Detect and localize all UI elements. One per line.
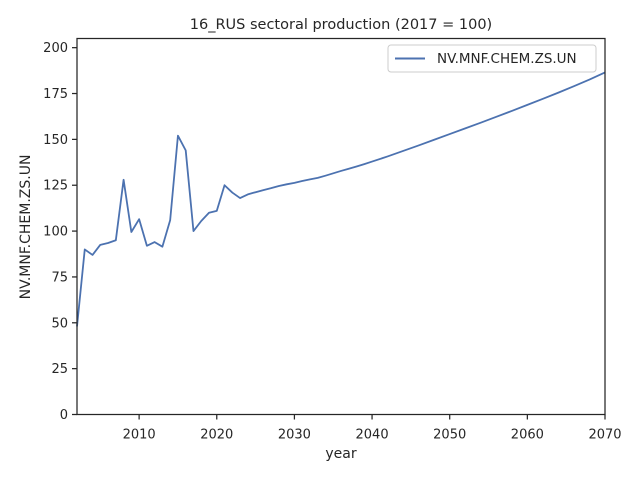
x-tick-label: 2060 xyxy=(511,428,544,443)
y-tick-label: 75 xyxy=(51,270,68,285)
series-line-0 xyxy=(76,71,606,327)
y-tick-label: 100 xyxy=(43,225,68,240)
x-tick-label: 2040 xyxy=(356,428,389,443)
x-axis-label: year xyxy=(325,446,356,462)
x-tick-label: 2050 xyxy=(433,428,466,443)
y-axis-label: NV.MNF.CHEM.ZS.UN xyxy=(18,155,34,300)
x-axis-ticks: 2010 2020 2030 2040 2050 2060 2070 xyxy=(123,414,622,443)
y-tick-label: 200 xyxy=(43,41,68,56)
y-tick-label: 175 xyxy=(43,87,68,102)
y-tick-label: 25 xyxy=(51,362,68,377)
plot-frame xyxy=(76,37,606,416)
series-layer xyxy=(76,71,606,327)
chart-title: 16_RUS sectoral production (2017 = 100) xyxy=(190,17,492,33)
y-tick-label: 125 xyxy=(43,179,68,194)
x-tick-label: 2030 xyxy=(278,428,311,443)
y-tick-label: 150 xyxy=(43,133,68,148)
legend: NV.MNF.CHEM.ZS.UN xyxy=(387,44,597,73)
x-tick-label: 2010 xyxy=(123,428,156,443)
legend-label: NV.MNF.CHEM.ZS.UN xyxy=(437,51,577,67)
y-axis-ticks: 0 25 50 75 100 125 150 175 200 xyxy=(43,41,77,423)
x-tick-label: 2020 xyxy=(200,428,233,443)
y-tick-label: 0 xyxy=(60,408,68,423)
legend-box xyxy=(387,44,597,73)
x-tick-label: 2070 xyxy=(588,428,621,443)
y-tick-label: 50 xyxy=(51,316,68,331)
